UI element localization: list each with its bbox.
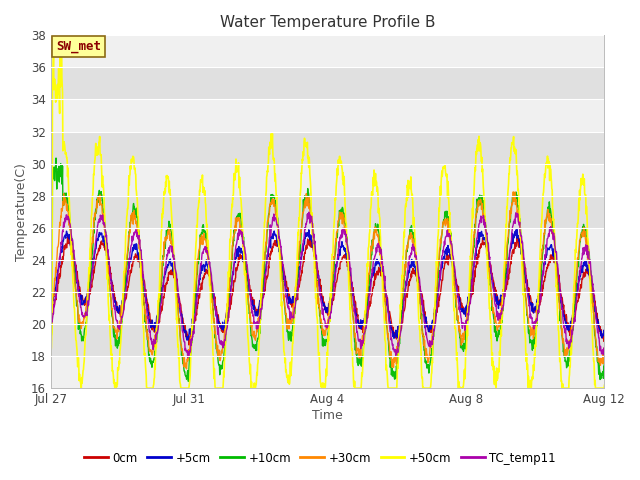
Bar	[51, 67, 604, 99]
Bar	[51, 228, 604, 260]
Bar	[51, 164, 604, 196]
Bar	[51, 36, 604, 67]
Bar	[51, 324, 604, 356]
Title: Water Temperature Profile B: Water Temperature Profile B	[220, 15, 435, 30]
Text: SW_met: SW_met	[56, 40, 101, 53]
Bar	[51, 132, 604, 164]
Bar	[51, 356, 604, 388]
Bar	[51, 99, 604, 132]
Bar	[51, 196, 604, 228]
Bar	[51, 260, 604, 292]
Bar	[51, 292, 604, 324]
Y-axis label: Temperature(C): Temperature(C)	[15, 163, 28, 261]
X-axis label: Time: Time	[312, 409, 343, 422]
Legend: 0cm, +5cm, +10cm, +30cm, +50cm, TC_temp11: 0cm, +5cm, +10cm, +30cm, +50cm, TC_temp1…	[79, 447, 561, 469]
